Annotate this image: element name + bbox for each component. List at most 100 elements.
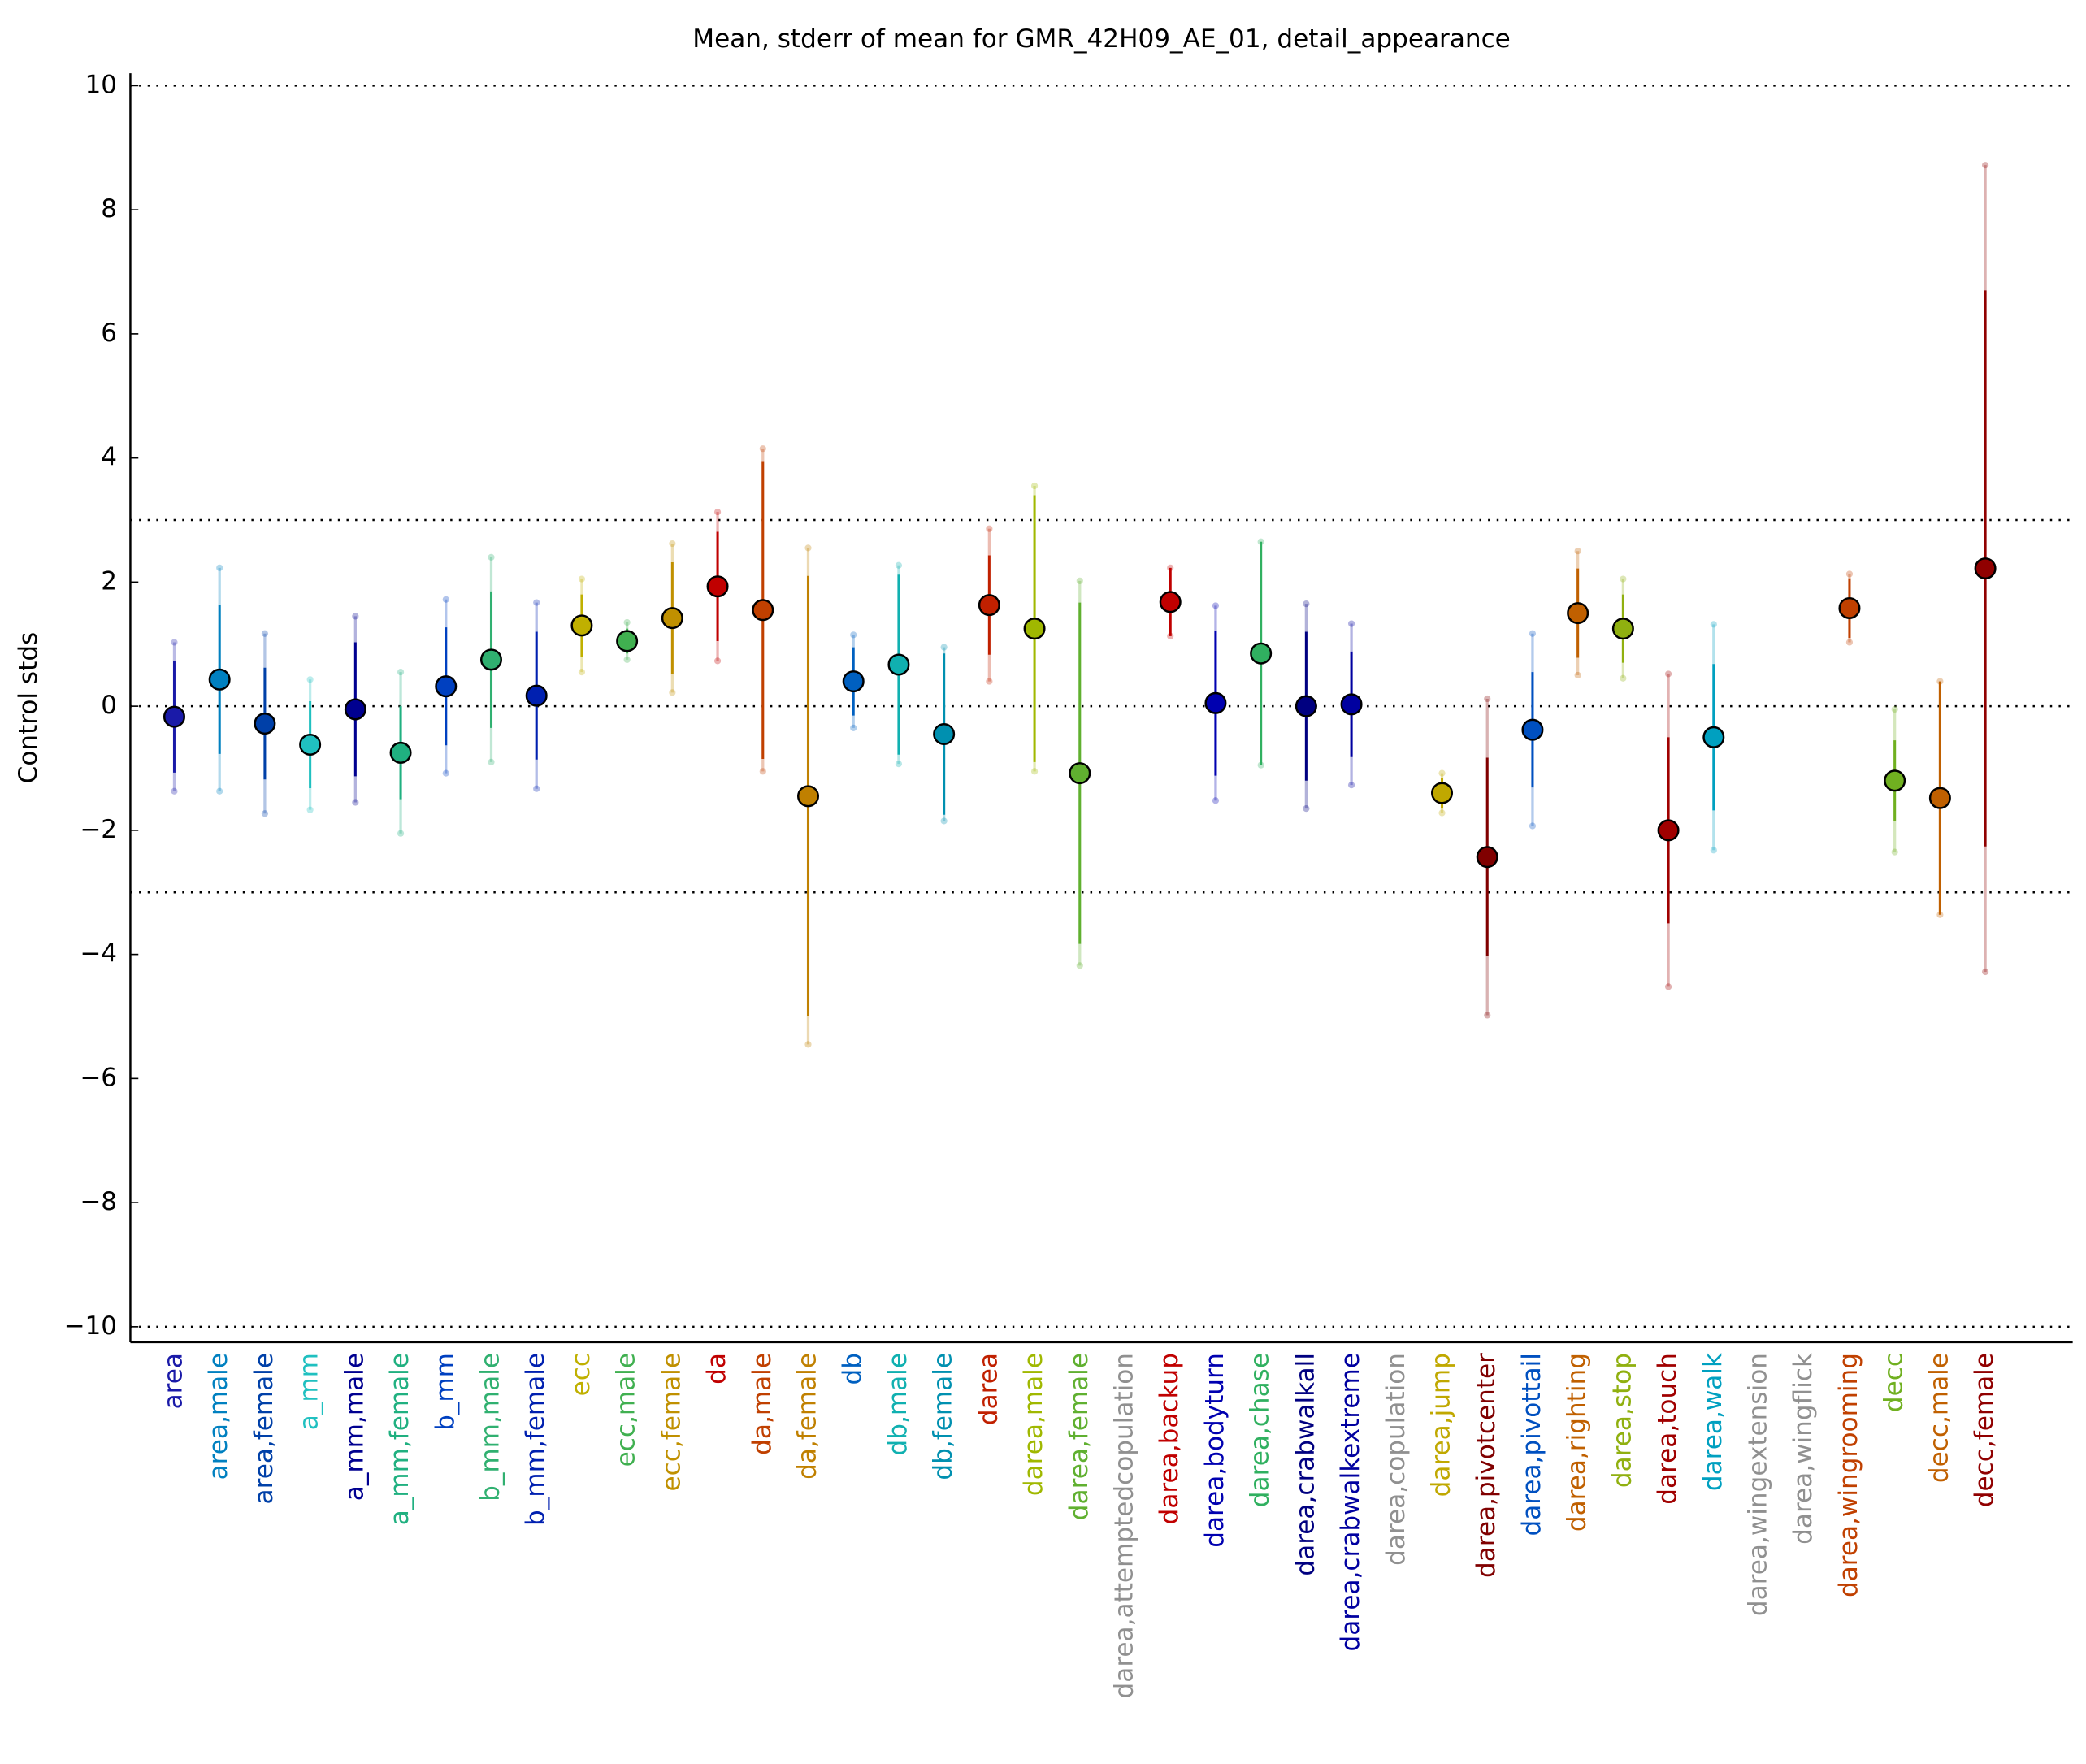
spread-end [895,761,903,768]
mean-marker [1884,769,1906,792]
spread-end [171,639,178,646]
spread-end [1710,621,1717,628]
x-tick-label: db [838,1353,867,1385]
x-tick-label: b_mm,female [521,1353,550,1526]
y-tick-label: −10 [63,1311,117,1341]
spread-end [804,1041,812,1048]
spread-end [669,540,676,548]
mean-marker [1657,819,1680,842]
mean-marker [1295,695,1317,717]
spread-end [1484,695,1491,703]
spread-end [1167,632,1174,639]
x-tick-label: da [702,1353,731,1385]
chart-title: Mean, stderr of mean for GMR_42H09_AE_01… [692,24,1511,54]
mean-marker [344,698,366,721]
spread-end [261,630,269,637]
spread-end [1529,630,1537,637]
spread-end [1076,962,1083,969]
x-tick-label: darea,bodyturn [1200,1353,1229,1548]
x-tick-label: area,female [249,1353,279,1504]
spread-end [442,596,449,603]
mean-marker [1340,693,1363,716]
spread-end [1891,705,1898,713]
y-axis-label: Control stds [14,632,43,784]
mean-marker [1567,602,1589,625]
spread-end [1347,782,1355,789]
spread-end [759,445,766,453]
mean-marker [1702,726,1725,748]
y-tick-label: −8 [80,1187,117,1216]
spread-end [1574,671,1581,679]
spread-end [1212,797,1220,804]
spread-end [1484,1012,1491,1019]
spread-end [578,669,586,676]
spread-end [171,787,178,795]
spread-end [1030,768,1039,775]
spread-end [261,810,269,817]
spread-end [623,656,631,663]
x-tick-label: db,male [883,1353,913,1455]
mean-marker [842,670,865,693]
y-tick-label: 6 [101,319,117,348]
spread-end [1574,548,1581,555]
spread-end [986,525,993,532]
x-tick-label: decc [1880,1353,1909,1412]
spread-end [1030,482,1039,490]
spread-end [1303,805,1310,813]
y-tick-label: 0 [101,691,117,720]
spread-end [216,564,223,571]
spread-end [850,631,857,639]
mean-marker [1928,787,1951,809]
x-tick-label: a_mm [295,1353,324,1430]
mean-marker [525,684,548,707]
x-tick-label: darea,wingrooming [1834,1353,1863,1597]
x-tick-label: darea,female [1065,1353,1094,1520]
mean-marker [1611,618,1634,640]
mean-marker [661,607,683,630]
mean-marker [163,705,185,728]
y-tick-label: 2 [101,566,117,596]
x-tick-label: darea,crabwalkall [1290,1353,1320,1576]
mean-marker [1431,782,1454,804]
spread-end [759,768,766,775]
mean-marker [796,785,820,808]
mean-marker [208,668,231,691]
spread-end [895,561,903,569]
spread-end [1845,639,1854,646]
spread-end [986,678,993,685]
spread-end [306,676,314,683]
spread-end [352,613,359,620]
x-tick-label: darea,male [1019,1353,1048,1496]
mean-marker [1069,762,1091,785]
x-tick-label: ecc,male [612,1353,641,1467]
mean-marker [1023,618,1046,640]
x-tick-label: darea [974,1353,1003,1425]
x-tick-label: darea,pivotcenter [1472,1353,1501,1578]
spread-end [713,508,722,516]
mean-marker [299,733,322,756]
spread-end [442,769,449,777]
mean-marker [1838,596,1861,619]
x-tick-label: a_mm,male [340,1353,369,1501]
mean-marker [1204,691,1227,714]
spread-end [397,830,405,837]
spread-end [804,544,812,552]
mean-marker [933,722,956,746]
spread-end [533,599,540,606]
spread-end [1664,983,1672,990]
x-tick-label: darea,wingflick [1789,1353,1818,1545]
spread-end [306,806,314,813]
mean-marker [706,575,729,598]
x-tick-label: area,male [204,1353,233,1480]
spread-end [1438,769,1446,777]
y-tick-label: 8 [101,194,117,223]
spread-end [1664,670,1672,678]
spread-end [940,817,948,825]
x-tick-label: area [158,1353,188,1409]
x-tick-label: a_mm,female [385,1353,414,1525]
spread-end [533,785,540,792]
spread-end [623,618,631,626]
mean-marker [435,675,458,698]
